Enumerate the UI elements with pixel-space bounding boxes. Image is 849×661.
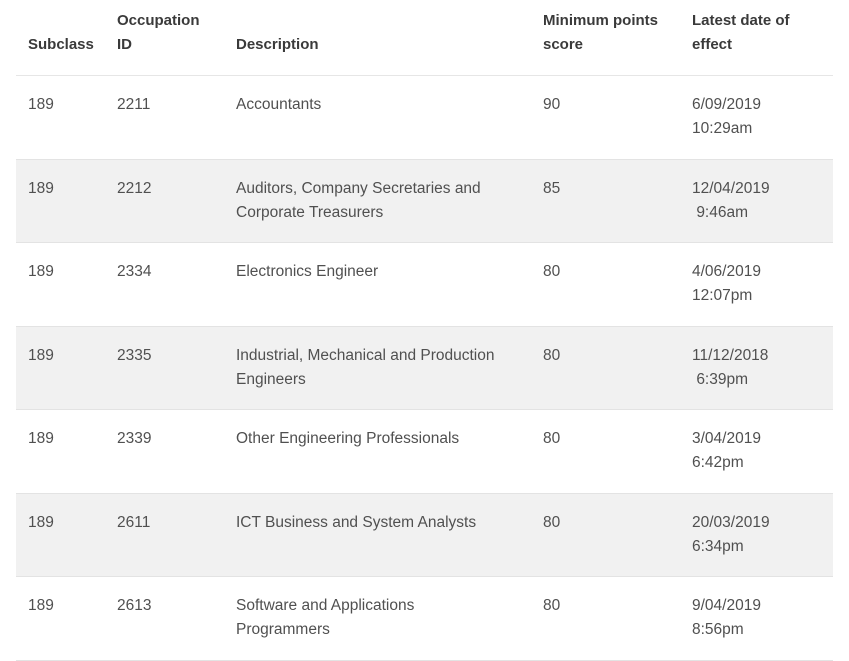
description-cell: ICT Business and System Analysts [236, 513, 477, 531]
description-cell: Industrial, Mechanical and Production En… [236, 346, 495, 388]
table-row: 189 2211 Accountants 90 6/09/2019 10:29a… [16, 76, 833, 160]
table-header-row: Subclass Occupation ID Description Minim… [16, 0, 833, 76]
description-cell: Software and Applications Programmers [236, 597, 415, 638]
latest-date-cell: 3/04/2019 6:42pm [692, 430, 761, 471]
subclass-cell: 189 [28, 513, 54, 531]
table-row: 189 2339 Other Engineering Professionals… [16, 410, 833, 494]
latest-date-cell: 6/09/2019 10:29am [692, 96, 761, 137]
latest-date-cell: 9/04/2019 8:56pm [692, 597, 761, 638]
latest-date-cell: 4/06/2019 12:07pm [692, 263, 761, 304]
latest-date-cell: 11/12/2018 6:39pm [692, 346, 769, 388]
subclass-cell: 189 [28, 263, 54, 280]
occupation-id-cell: 2611 [117, 513, 151, 531]
table-row: 189 2613 Software and Applications Progr… [16, 577, 833, 661]
min-points-cell: 90 [543, 96, 561, 113]
latest-date-cell: 12/04/2019 9:46am [692, 179, 770, 221]
subclass-cell: 189 [28, 179, 54, 197]
subclass-cell: 189 [28, 430, 54, 447]
min-points-cell: 80 [543, 263, 561, 280]
header-description[interactable]: Description [236, 36, 319, 53]
min-points-cell: 80 [543, 430, 561, 447]
table-row: 189 2334 Electronics Engineer 80 4/06/20… [16, 243, 833, 327]
occupation-id-cell: 2335 [117, 346, 152, 364]
latest-date-cell: 20/03/2019 6:34pm [692, 513, 770, 555]
occupation-id-cell: 2613 [117, 597, 152, 614]
description-cell: Accountants [236, 96, 322, 113]
header-latest-date-of-effect[interactable]: Latest date of effect [692, 12, 790, 53]
header-minimum-points-score[interactable]: Minimum points score [543, 12, 658, 53]
occupation-id-cell: 2211 [117, 96, 151, 113]
subclass-cell: 189 [28, 96, 54, 113]
subclass-cell: 189 [28, 346, 54, 364]
table-row: 189 2212 Auditors, Company Secretaries a… [16, 159, 833, 243]
header-occupation-id[interactable]: Occupation ID [117, 12, 200, 53]
occupation-id-cell: 2212 [117, 179, 152, 197]
table-row: 189 2335 Industrial, Mechanical and Prod… [16, 326, 833, 410]
header-subclass[interactable]: Subclass [28, 36, 94, 53]
occupation-id-cell: 2339 [117, 430, 152, 447]
subclass-cell: 189 [28, 597, 54, 614]
description-cell: Auditors, Company Secretaries and Corpor… [236, 179, 481, 221]
description-cell: Electronics Engineer [236, 263, 379, 280]
table-row: 189 2611 ICT Business and System Analyst… [16, 493, 833, 577]
min-points-cell: 80 [543, 597, 561, 614]
min-points-cell: 85 [543, 179, 561, 197]
min-points-cell: 80 [543, 346, 561, 364]
min-points-cell: 80 [543, 513, 561, 531]
occupation-table: Subclass Occupation ID Description Minim… [16, 0, 833, 661]
description-cell: Other Engineering Professionals [236, 430, 460, 447]
occupation-id-cell: 2334 [117, 263, 152, 280]
